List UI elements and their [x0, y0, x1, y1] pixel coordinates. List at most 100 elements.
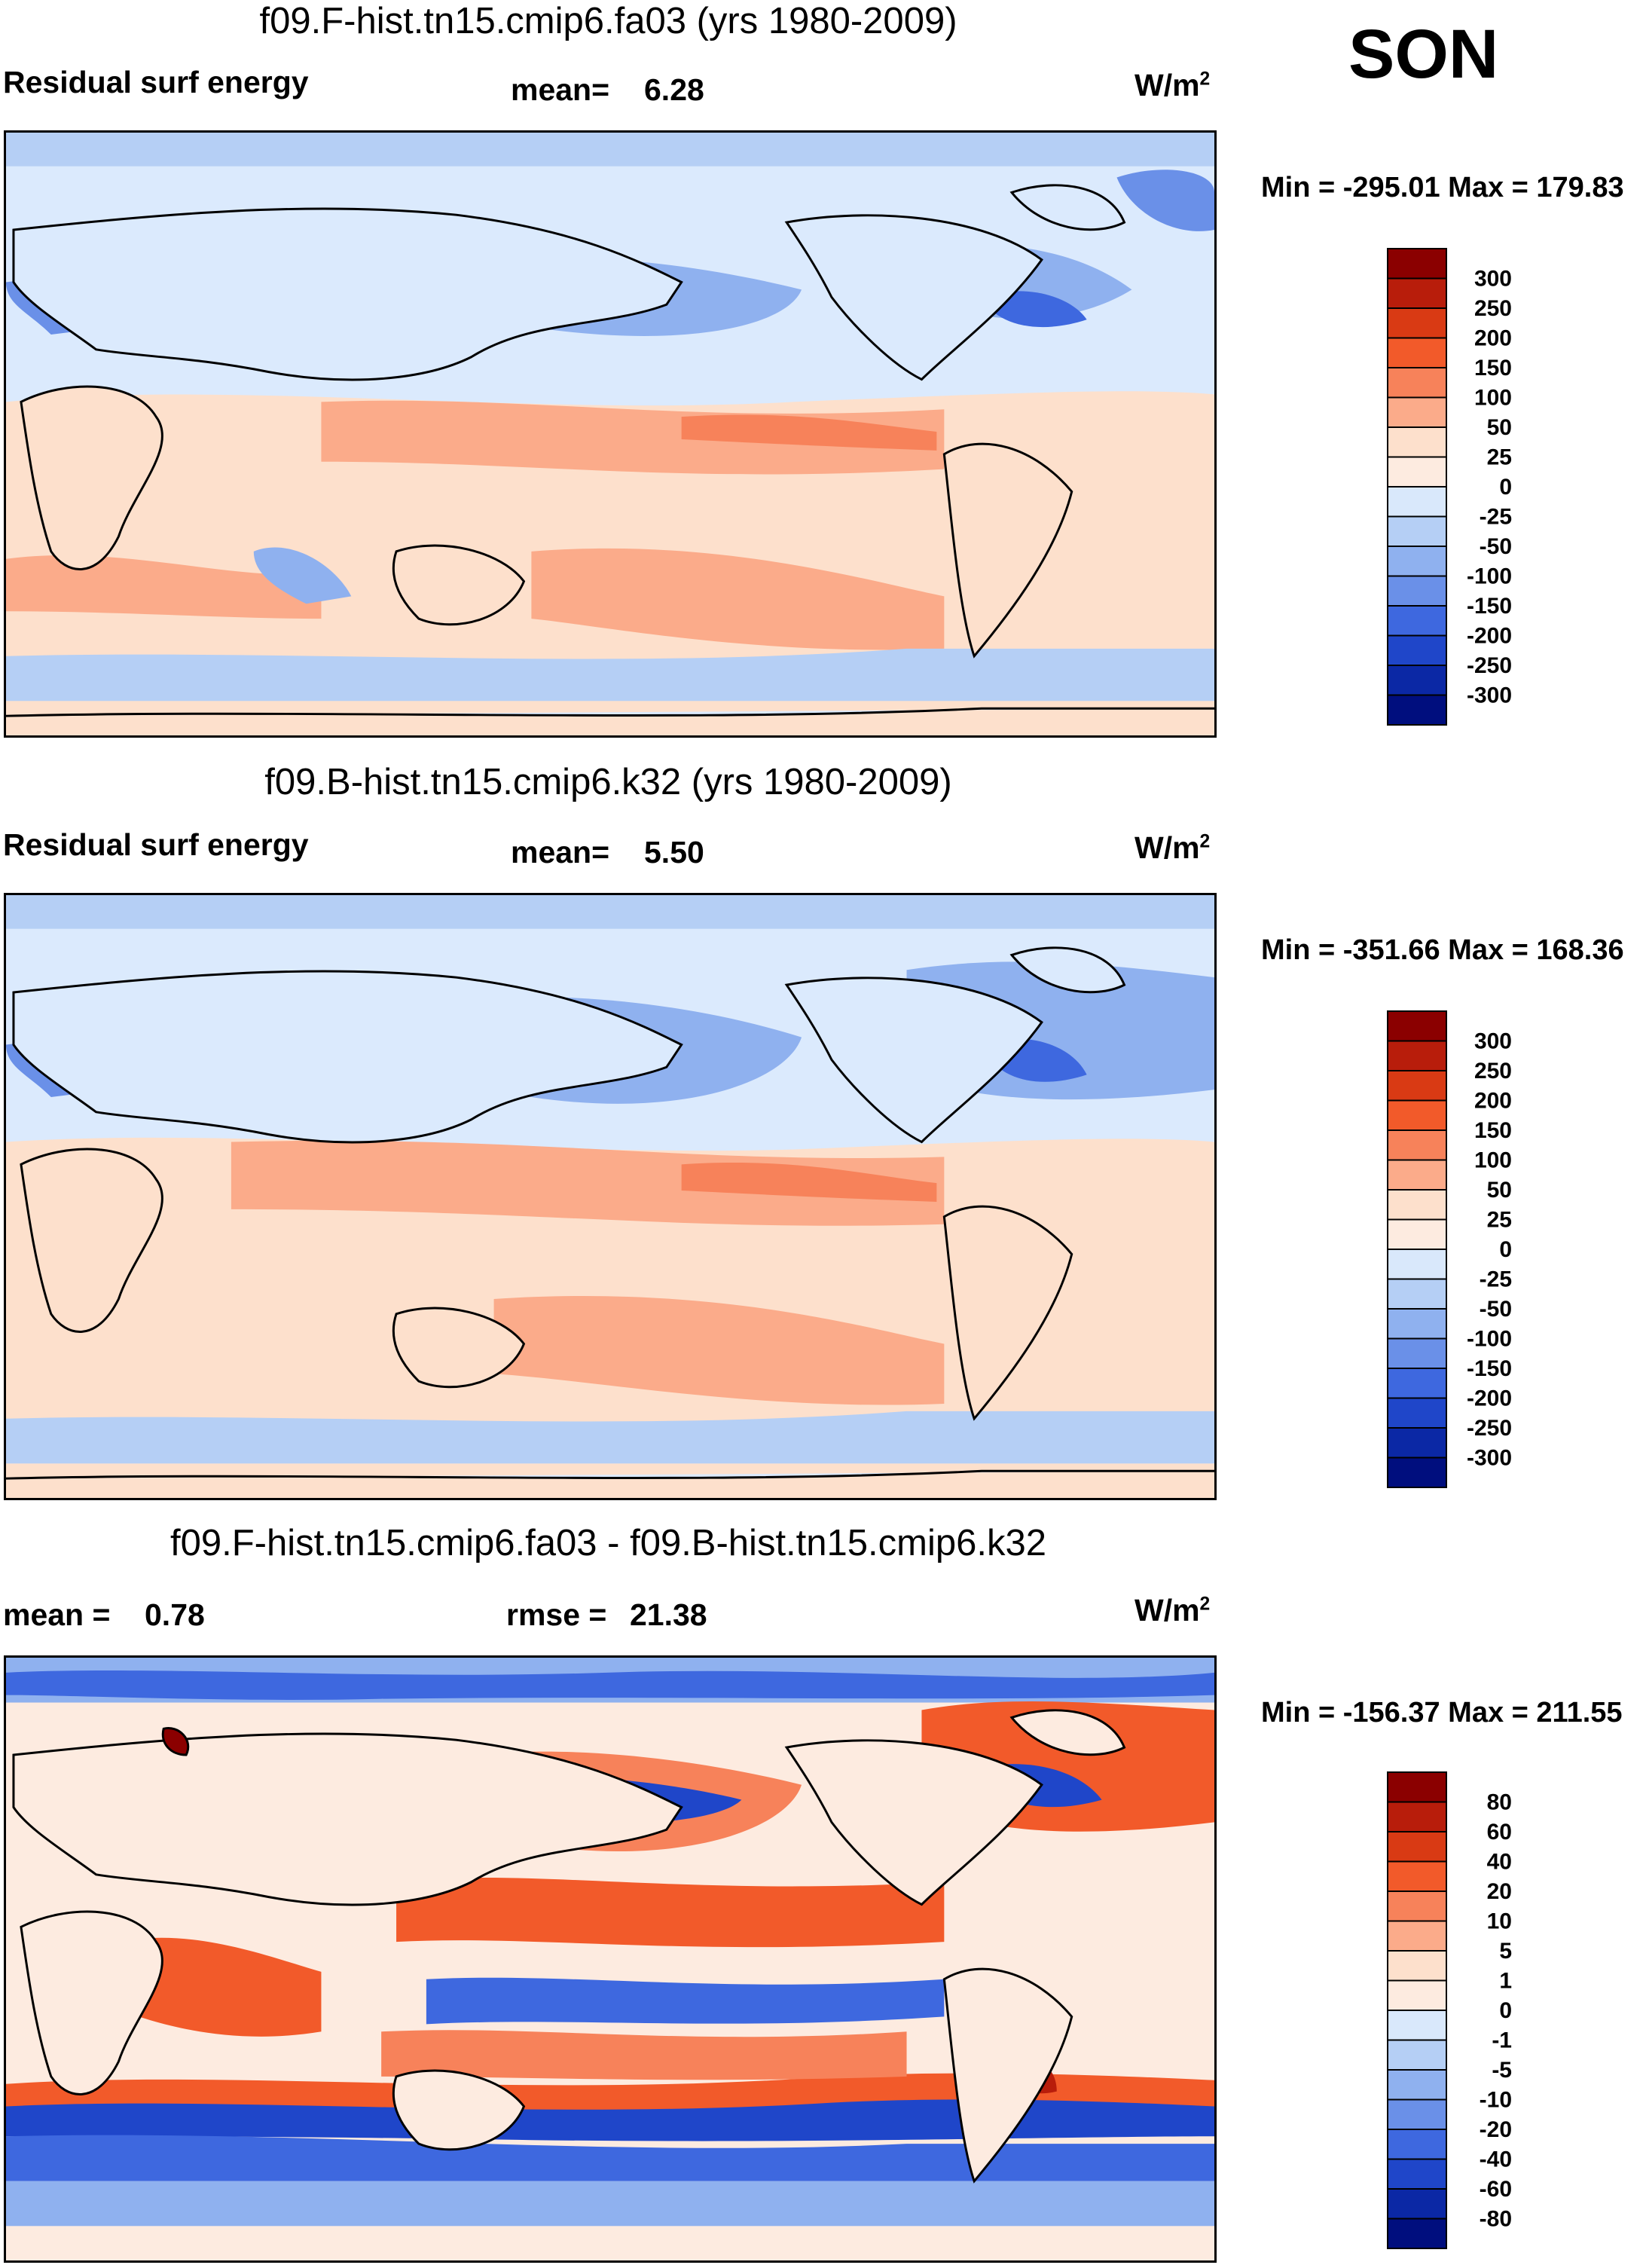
- colorbar-tick-label: -100: [1467, 564, 1512, 589]
- colorbar-box: [1387, 1129, 1447, 1161]
- colorbar-box: [1387, 1249, 1447, 1280]
- colorbar-tick-label: -50: [1480, 534, 1512, 559]
- colorbar-box: [1387, 426, 1447, 458]
- colorbar-box: [1387, 634, 1447, 666]
- panel3-colorbar: 80 60 40 20 10 5 1 0 -1 -5 -10 -20 -40 -60 -80: [1387, 1771, 1538, 2254]
- colorbar-tick-label: -25: [1480, 505, 1512, 530]
- colorbar-box: [1387, 367, 1447, 399]
- panel2-map: [4, 893, 1217, 1500]
- colorbar-box: [1387, 396, 1447, 428]
- colorbar-tick-label: -150: [1467, 594, 1512, 619]
- colorbar-tick-label: 200: [1474, 326, 1512, 351]
- colorbar-box: [1387, 1979, 1447, 2011]
- colorbar-tick-label: -200: [1467, 624, 1512, 649]
- colorbar-box: [1387, 1159, 1447, 1191]
- panel3-coastlines: [12, 1709, 1126, 2184]
- colorbar-box: [1387, 307, 1447, 339]
- panel1-units: W/m2: [1135, 68, 1211, 102]
- colorbar-tick-label: 5: [1499, 1939, 1512, 1964]
- colorbar-tick-label: 0: [1499, 475, 1512, 500]
- colorbar-box: [1387, 1456, 1447, 1488]
- colorbar-box: [1387, 1920, 1447, 1952]
- colorbar-tick-label: 250: [1474, 1059, 1512, 1084]
- colorbar-box: [1387, 546, 1447, 577]
- colorbar-tick-label: -300: [1467, 1446, 1512, 1471]
- panel3-map: [4, 1655, 1217, 2263]
- colorbar-box: [1387, 1218, 1447, 1250]
- panel3-mean-label: mean =: [3, 1597, 111, 1632]
- panel2-units: W/m2: [1135, 830, 1211, 865]
- panel3-units: W/m2: [1135, 1593, 1211, 1628]
- colorbar-tick-label: 200: [1474, 1089, 1512, 1114]
- colorbar-tick-label: -80: [1480, 2207, 1512, 2232]
- colorbar-box: [1387, 1189, 1447, 1221]
- colorbar-box: [1387, 1099, 1447, 1131]
- panel2-mean-value: 5.50: [644, 835, 704, 870]
- colorbar-box: [1387, 1308, 1447, 1340]
- colorbar-tick-label: -250: [1467, 653, 1512, 678]
- colorbar-tick-label: 10: [1487, 1909, 1512, 1934]
- colorbar-box: [1387, 2129, 1447, 2160]
- panel2-colorbar: 300 250 200 150 100 50 25 0 -25 -50 -100 -150 -200 -2…: [1387, 1010, 1538, 1493]
- colorbar-tick-label: 0: [1499, 1237, 1512, 1262]
- colorbar-tick-label: 80: [1487, 1790, 1512, 1815]
- colorbar-box: [1387, 605, 1447, 637]
- panel3-mean-value: 0.78: [145, 1597, 205, 1632]
- colorbar-box: [1387, 1801, 1447, 1832]
- colorbar-tick-label: -40: [1480, 2147, 1512, 2172]
- panel2-title: f09.B-hist.tn15.cmip6.k32 (yrs 1980-2009…: [264, 762, 952, 802]
- colorbar-box: [1387, 1831, 1447, 1863]
- panel3-map-field: [6, 1658, 1214, 2260]
- colorbar-tick-label: 300: [1474, 267, 1512, 292]
- colorbar-box: [1387, 1950, 1447, 1982]
- panel1-map-field: [6, 133, 1214, 735]
- colorbar-box: [1387, 1427, 1447, 1459]
- colorbar-tick-label: -20: [1480, 2117, 1512, 2142]
- colorbar-box: [1387, 1278, 1447, 1310]
- panel2-map-field: [6, 895, 1214, 1498]
- colorbar-box: [1387, 2010, 1447, 2041]
- colorbar-tick-label: 250: [1474, 296, 1512, 321]
- colorbar-tick-label: 150: [1474, 1118, 1512, 1143]
- colorbar-tick-label: -50: [1480, 1297, 1512, 1322]
- panel2-min-max: Min = -351.66 Max = 168.36: [1261, 934, 1624, 966]
- colorbar-box: [1387, 1010, 1447, 1042]
- colorbar-tick-label: 150: [1474, 356, 1512, 381]
- colorbar-box: [1387, 1891, 1447, 1922]
- panel1-coastlines: [20, 385, 1073, 659]
- colorbar-box: [1387, 2069, 1447, 2101]
- colorbar-box: [1387, 694, 1447, 726]
- colorbar-tick-label: -250: [1467, 1416, 1512, 1441]
- colorbar-box: [1387, 337, 1447, 368]
- colorbar-box: [1387, 2158, 1447, 2190]
- colorbar-tick-label: 300: [1474, 1029, 1512, 1054]
- panel3-min-max: Min = -156.37 Max = 211.55: [1261, 1697, 1623, 1729]
- colorbar-tick-label: 20: [1487, 1879, 1512, 1904]
- panel1-mean-value: 6.28: [644, 72, 704, 107]
- colorbar-box: [1387, 515, 1447, 547]
- colorbar-box: [1387, 1397, 1447, 1429]
- colorbar-tick-label: 1: [1499, 1969, 1512, 1994]
- colorbar-tick-label: 60: [1487, 1820, 1512, 1845]
- colorbar-box: [1387, 2218, 1447, 2249]
- colorbar-tick-label: -200: [1467, 1386, 1512, 1411]
- colorbar-tick-label: 50: [1487, 415, 1512, 440]
- colorbar-tick-label: 100: [1474, 1148, 1512, 1173]
- colorbar-tick-label: 25: [1487, 445, 1512, 470]
- panel2-colorbar-svg: 30025020015010050250-25-50-100-150-200-2…: [1387, 1010, 1512, 1488]
- colorbar-tick-label: -150: [1467, 1356, 1512, 1381]
- colorbar-box: [1387, 2188, 1447, 2220]
- colorbar-box: [1387, 277, 1447, 309]
- colorbar-box: [1387, 1070, 1447, 1102]
- panel3-title: f09.F-hist.tn15.cmip6.fa03 - f09.B-hist.…: [170, 1523, 1046, 1563]
- panel1-min-max: Min = -295.01 Max = 179.83: [1261, 172, 1624, 203]
- panel1-title: f09.F-hist.tn15.cmip6.fa03 (yrs 1980-200…: [259, 1, 957, 41]
- panel2-variable-label: Residual surf energy: [3, 827, 309, 862]
- season-label: SON: [1348, 16, 1499, 93]
- colorbar-tick-label: -300: [1467, 683, 1512, 708]
- panel1-variable-label: Residual surf energy: [3, 65, 309, 99]
- panel2-coastlines: [20, 1148, 1073, 1421]
- colorbar-tick-label: 50: [1487, 1178, 1512, 1203]
- colorbar-box: [1387, 486, 1447, 518]
- colorbar-tick-label: -10: [1480, 2088, 1512, 2113]
